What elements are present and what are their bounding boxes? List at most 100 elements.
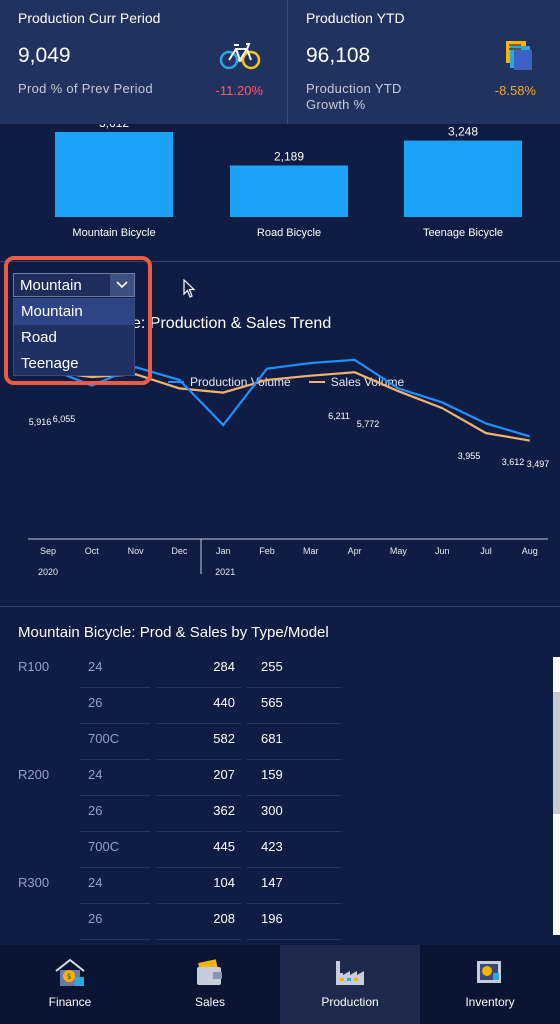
nav-sales[interactable]: Sales bbox=[140, 945, 280, 1024]
chevron-down-icon[interactable] bbox=[110, 274, 134, 296]
sales-cell: 423 bbox=[247, 832, 341, 868]
type-cell: 700C bbox=[80, 724, 150, 760]
nav-inventory[interactable]: Inventory bbox=[420, 945, 560, 1024]
bar-category-label: Teenage Bicycle bbox=[423, 227, 503, 239]
x-tick-label: Feb bbox=[259, 546, 275, 556]
bar-value-label: 2,189 bbox=[274, 149, 304, 163]
production-cell: 284 bbox=[157, 652, 241, 688]
production-cell: 104 bbox=[157, 868, 241, 904]
kpi-title: Production YTD bbox=[306, 10, 405, 26]
scrollbar-thumb[interactable] bbox=[553, 692, 560, 814]
kpi-subtitle: Prod % of Prev Period bbox=[18, 81, 153, 96]
legend-swatch bbox=[308, 381, 325, 383]
kpi-delta: -11.20% bbox=[215, 83, 263, 98]
kpi-title: Production Curr Period bbox=[18, 10, 161, 26]
sales-cell: 300 bbox=[247, 796, 341, 832]
nav-production[interactable]: Production bbox=[280, 945, 420, 1024]
kpi-value: 96,108 bbox=[306, 44, 371, 67]
year-label: 2020 bbox=[38, 567, 58, 577]
x-tick-label: Jul bbox=[480, 546, 492, 556]
nav-finance[interactable]: $ Finance bbox=[0, 945, 140, 1024]
option-teenage[interactable]: Teenage bbox=[21, 355, 79, 372]
type-cell: 26 bbox=[80, 688, 150, 724]
trend-chart-title: e: Production & Sales Trend bbox=[132, 315, 332, 332]
model-cell: R200 bbox=[18, 767, 50, 782]
sales-cell: 159 bbox=[247, 760, 341, 796]
data-label: 5,916 bbox=[29, 417, 52, 427]
table-row[interactable]: R100 24 284 255 bbox=[0, 652, 345, 688]
data-label: 6,211 bbox=[328, 411, 350, 421]
inventory-icon bbox=[475, 958, 505, 988]
model-cell bbox=[18, 724, 74, 760]
nav-label: Production bbox=[321, 995, 379, 1009]
table-row[interactable]: 26 440 565 bbox=[0, 688, 345, 724]
model-cell bbox=[18, 688, 74, 724]
option-road[interactable]: Road bbox=[21, 329, 57, 346]
kpi-card-production-ytd[interactable]: Production YTD 96,108 Production YTD Gro… bbox=[287, 0, 560, 124]
data-label: 3,955 bbox=[458, 451, 481, 461]
finance-icon: $ bbox=[53, 958, 87, 988]
kpi-delta: -8.58% bbox=[494, 83, 536, 98]
table-title: Mountain Bicycle: Prod & Sales by Type/M… bbox=[18, 624, 329, 641]
trend-chart-svg: Sep Oct Nov Dec Jan Feb Mar Apr May Jun Jul Aug 2020… bbox=[28, 358, 550, 577]
kpi-value: 9,049 bbox=[18, 44, 71, 67]
select-value: Mountain bbox=[20, 276, 82, 294]
table-row[interactable]: 26 208 196 bbox=[0, 904, 345, 940]
sales-cell: 565 bbox=[247, 688, 341, 724]
bar[interactable] bbox=[230, 165, 348, 217]
production-cell: 440 bbox=[157, 688, 241, 724]
model-cell bbox=[18, 832, 74, 868]
production-cell: 208 bbox=[157, 904, 241, 940]
table-row[interactable]: R200 24 207 159 bbox=[0, 760, 345, 796]
type-cell: 24 bbox=[80, 868, 150, 904]
data-label: 3,612 bbox=[502, 457, 525, 467]
table-row[interactable]: 26 362 300 bbox=[0, 796, 345, 832]
bar[interactable] bbox=[404, 140, 522, 217]
x-tick-label: Nov bbox=[128, 546, 145, 556]
table-row[interactable]: 700C 582 681 bbox=[0, 724, 345, 760]
model-cell bbox=[18, 796, 74, 832]
table-row[interactable]: 700C 445 423 bbox=[0, 832, 345, 868]
sales-cell: 147 bbox=[247, 868, 341, 904]
documents-icon bbox=[504, 40, 534, 77]
sales-cell: 681 bbox=[247, 724, 341, 760]
year-label: 2021 bbox=[215, 567, 235, 577]
svg-text:$: $ bbox=[66, 972, 71, 981]
table-row[interactable]: R300 24 104 147 bbox=[0, 868, 345, 904]
bar-value-label: 3,248 bbox=[448, 125, 478, 139]
bar-value-label: 3,612 bbox=[99, 124, 129, 130]
bar[interactable] bbox=[55, 132, 173, 217]
kpi-subtitle: Production YTD Growth % bbox=[306, 81, 402, 112]
production-cell: 362 bbox=[157, 796, 241, 832]
bar-category-label: Road Bicycle bbox=[257, 227, 321, 239]
nav-label: Finance bbox=[48, 995, 92, 1009]
bicycle-icon bbox=[219, 40, 261, 75]
option-mountain[interactable]: Mountain bbox=[14, 299, 134, 325]
nav-label: Sales bbox=[194, 995, 226, 1009]
data-label: 5,772 bbox=[357, 419, 380, 429]
dropdown-highlight-box bbox=[4, 256, 152, 385]
type-model-table-section: Mountain Bicycle: Prod & Sales by Type/M… bbox=[0, 607, 560, 945]
bar-chart-svg: 3,612 Mountain Bicycle 2,189 Road Bicycle 3,… bbox=[55, 124, 522, 239]
kpi-card-production-current[interactable]: Production Curr Period 9,049 Prod % of P… bbox=[0, 0, 287, 124]
production-sales-trend-section: e: Production & Sales Trend Production V… bbox=[0, 262, 560, 607]
wallet-icon bbox=[195, 958, 225, 988]
mouse-cursor-icon bbox=[183, 278, 197, 304]
x-tick-label: Aug bbox=[522, 546, 538, 556]
model-cell: R100 bbox=[18, 659, 50, 674]
x-tick-label: Dec bbox=[171, 546, 188, 556]
sales-cell: 255 bbox=[247, 652, 341, 688]
x-tick-label: Apr bbox=[348, 546, 362, 556]
legend-swatch bbox=[168, 381, 184, 383]
bike-type-select[interactable]: Mountain bbox=[13, 273, 135, 297]
legend-production-volume[interactable]: Production Volume bbox=[168, 375, 291, 389]
type-cell: 26 bbox=[80, 904, 150, 940]
x-tick-label: Jan bbox=[216, 546, 231, 556]
type-cell: 26 bbox=[80, 796, 150, 832]
model-cell bbox=[18, 904, 74, 940]
data-label: 3,497 bbox=[527, 459, 550, 469]
production-cell: 207 bbox=[157, 760, 241, 796]
data-label: 6,055 bbox=[53, 414, 76, 424]
type-cell: 24 bbox=[80, 652, 150, 688]
type-cell: 700C bbox=[80, 832, 150, 868]
